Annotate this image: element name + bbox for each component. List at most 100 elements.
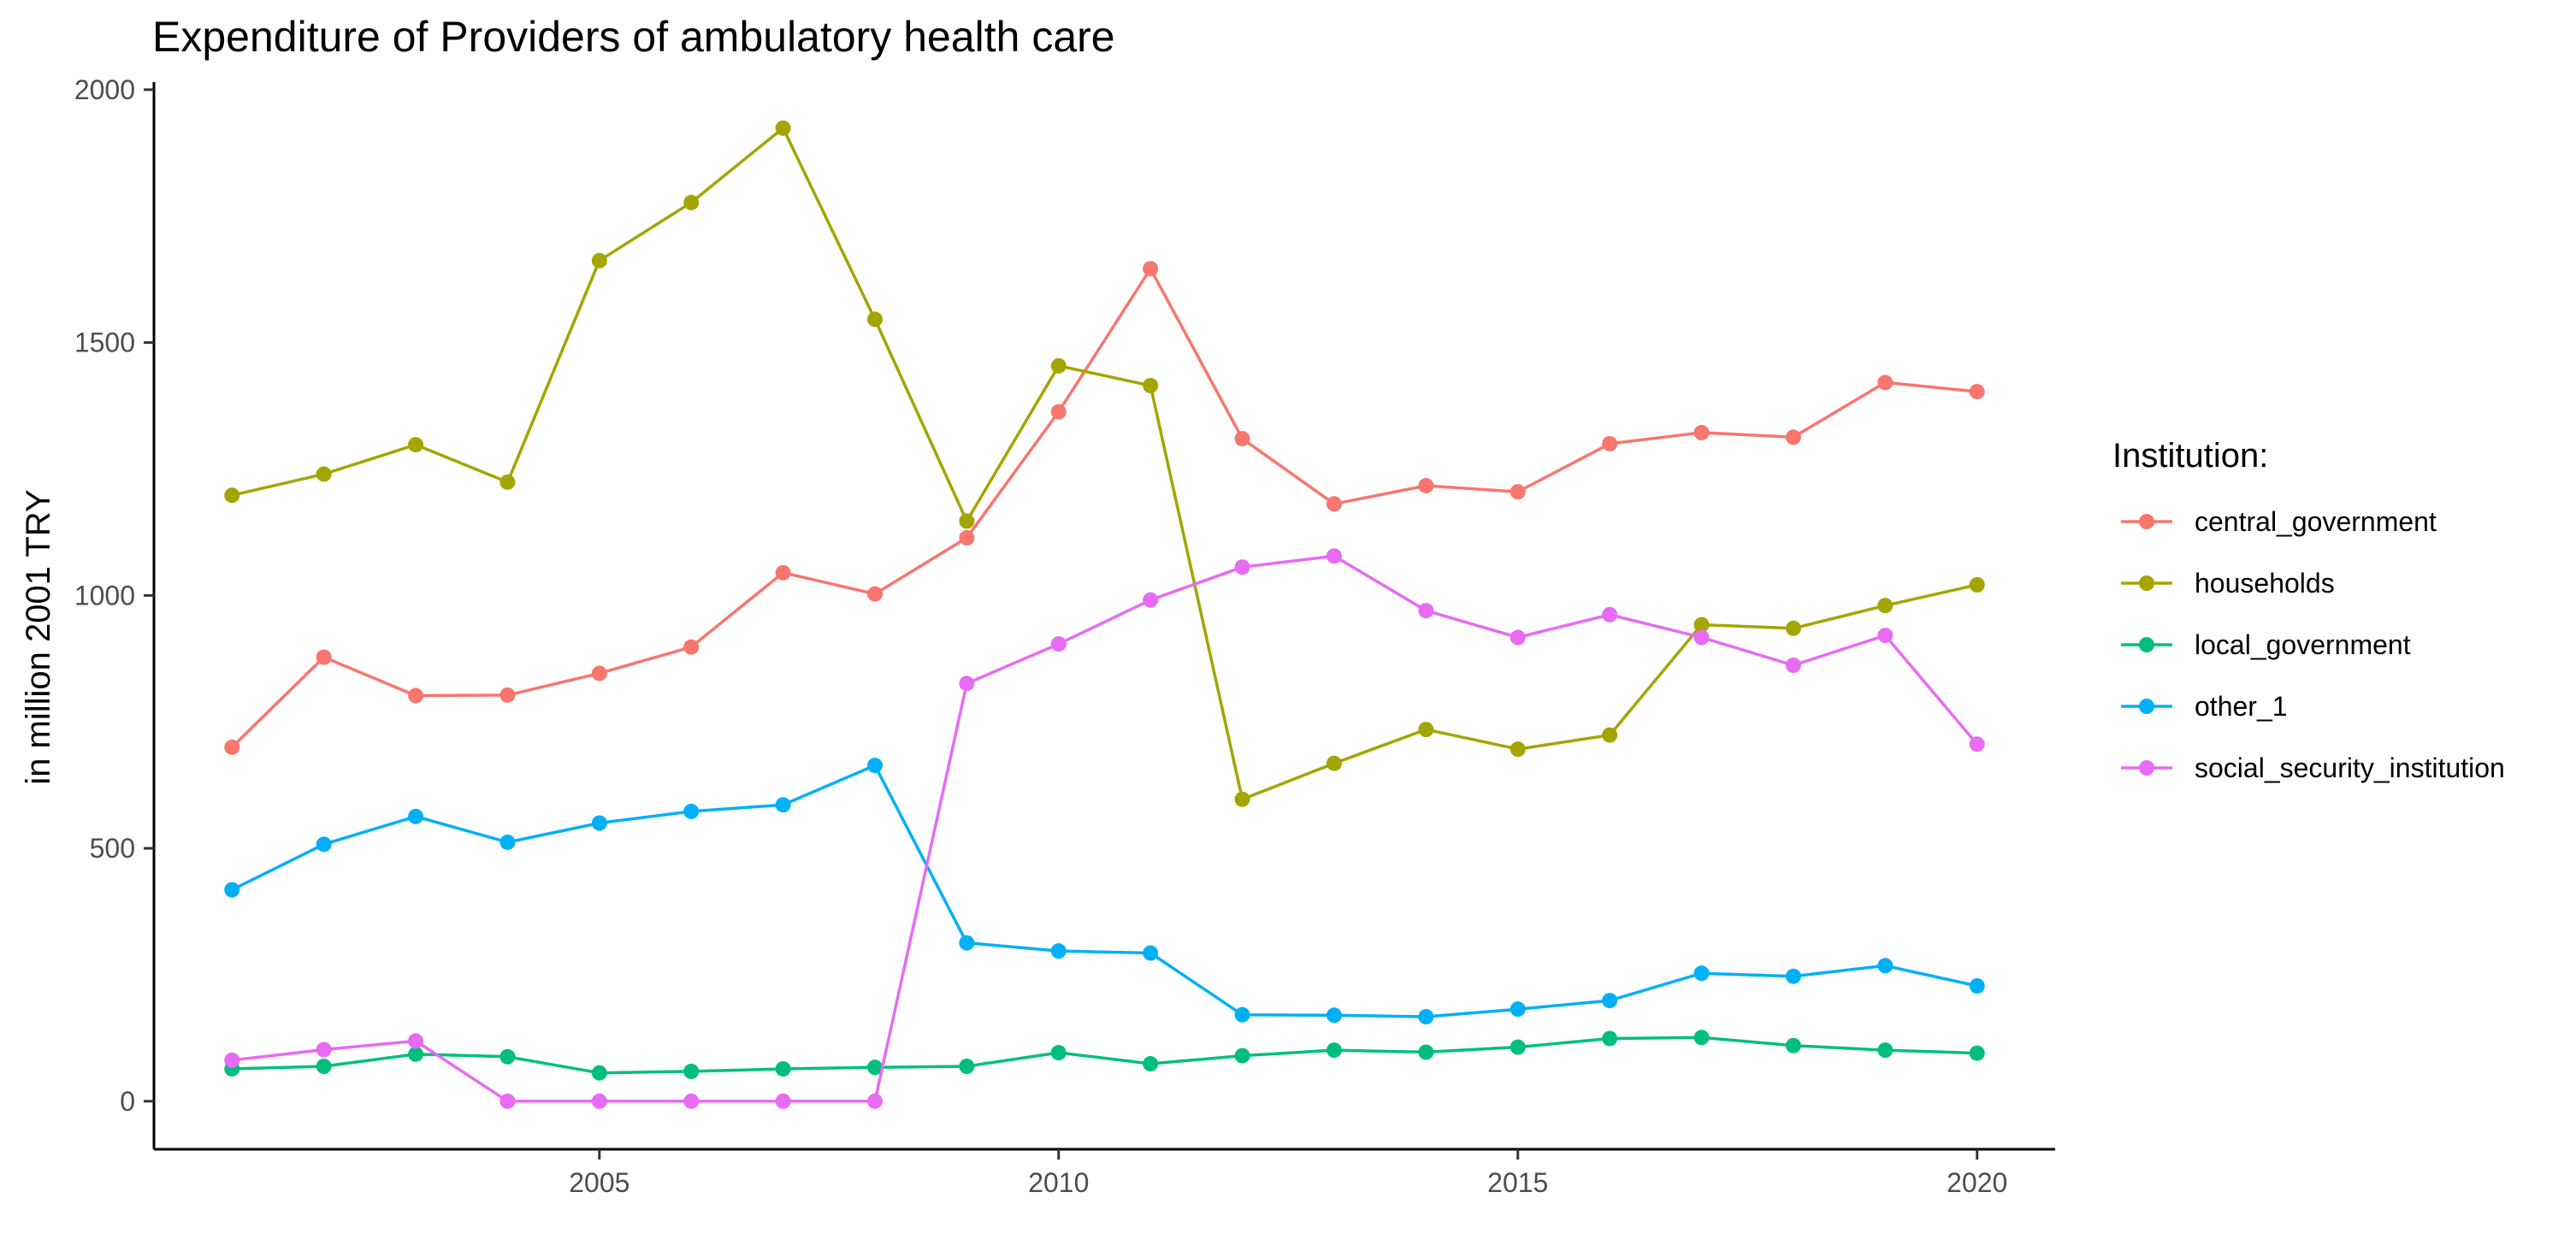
data-point: [224, 487, 240, 504]
data-point: [1510, 629, 1526, 646]
data-point: [1143, 261, 1159, 277]
legend-key-point: [2139, 637, 2154, 652]
y-tick-label: 500: [90, 833, 135, 864]
series-line: [231, 127, 1978, 801]
data-point: [1143, 377, 1159, 393]
data-point: [1418, 1009, 1434, 1025]
data-point: [1510, 1001, 1526, 1018]
data-point: [1234, 1006, 1250, 1023]
x-axis-ticks: 2005 2010 2015 2020: [569, 1149, 2007, 1198]
data-point: [591, 1065, 607, 1081]
legend-label: other_1: [2195, 691, 2288, 722]
legend-item-other_1: other_1: [2121, 691, 2288, 722]
data-point: [408, 688, 424, 704]
data-point: [683, 1093, 700, 1109]
data-point: [867, 1059, 883, 1076]
x-tick-label: 2005: [569, 1167, 629, 1198]
series-line: [232, 554, 1979, 1103]
data-point: [959, 513, 975, 529]
y-tick-label: 1000: [74, 580, 135, 611]
legend-key-point: [2139, 514, 2154, 529]
data-point: [1418, 603, 1434, 619]
data-point: [499, 1093, 516, 1109]
data-point: [1326, 1007, 1342, 1024]
data-point: [316, 1042, 332, 1058]
data-point: [499, 687, 516, 703]
data-point: [1143, 945, 1159, 961]
data-point: [1234, 1048, 1250, 1064]
legend-key-point: [2139, 699, 2154, 714]
data-point: [1693, 1030, 1710, 1046]
data-point: [591, 252, 607, 269]
legend-item-social_security_institution: social_security_institution: [2121, 752, 2505, 783]
data-point: [775, 1093, 791, 1109]
data-point: [316, 836, 332, 853]
x-tick-label: 2015: [1487, 1167, 1548, 1198]
data-point: [1418, 722, 1434, 738]
data-point: [1693, 617, 1710, 633]
data-point: [224, 882, 240, 898]
data-point: [316, 1058, 332, 1074]
data-point: [1969, 576, 1985, 593]
data-point: [1693, 965, 1710, 982]
data-point: [775, 120, 791, 136]
data-point: [1877, 375, 1894, 391]
data-point: [1510, 484, 1526, 500]
data-point: [775, 1060, 791, 1077]
data-point: [683, 803, 700, 819]
chart-title: Expenditure of Providers of ambulatory h…: [152, 13, 1115, 61]
data-point: [1969, 383, 1985, 399]
data-point: [591, 665, 607, 682]
data-point: [867, 311, 883, 328]
y-axis-title: in million 2001 TRY: [20, 489, 57, 784]
data-point: [959, 676, 975, 692]
data-point: [1693, 424, 1710, 440]
legend-label: local_government: [2195, 629, 2411, 660]
data-point: [683, 194, 700, 210]
data-point: [1602, 727, 1618, 743]
series-local_government: [224, 1030, 1985, 1081]
series-line: [232, 1036, 1977, 1075]
data-point: [591, 815, 607, 831]
data-point: [959, 1058, 975, 1074]
data-point: [1050, 357, 1066, 374]
legend-key-point: [2139, 575, 2154, 591]
data-point: [959, 529, 975, 546]
data-point: [408, 437, 424, 453]
y-axis-ticks: 0 500 1000 1500 2000: [74, 74, 154, 1117]
series-households: [224, 120, 1985, 807]
data-point: [1785, 1037, 1801, 1053]
data-point: [1785, 429, 1801, 446]
data-point: [408, 808, 424, 824]
data-point: [1785, 657, 1801, 673]
data-point: [1602, 993, 1618, 1009]
legend-key-point: [2139, 760, 2154, 776]
data-point: [867, 758, 883, 774]
data-point: [316, 649, 332, 665]
y-tick-label: 2000: [74, 74, 135, 105]
legend-item-central_government: central_government: [2121, 506, 2437, 537]
data-point: [1602, 606, 1618, 623]
x-tick-label: 2010: [1028, 1167, 1089, 1198]
data-point: [1602, 1030, 1618, 1047]
data-point: [1510, 1039, 1526, 1055]
legend-label: households: [2195, 568, 2335, 599]
data-point: [1143, 1056, 1159, 1072]
series-other_1: [224, 758, 1985, 1025]
plot-area: [224, 120, 1985, 1109]
y-tick-label: 0: [120, 1086, 135, 1117]
data-point: [1877, 598, 1894, 614]
data-point: [1877, 958, 1894, 974]
data-point: [1050, 636, 1066, 652]
data-point: [867, 1093, 883, 1109]
data-point: [499, 474, 516, 490]
legend-item-households: households: [2121, 568, 2335, 599]
data-point: [1418, 477, 1434, 493]
data-point: [1785, 968, 1801, 984]
data-point: [1969, 736, 1985, 752]
data-point: [1418, 1044, 1434, 1060]
data-point: [1234, 791, 1250, 807]
legend-label: social_security_institution: [2195, 752, 2505, 783]
